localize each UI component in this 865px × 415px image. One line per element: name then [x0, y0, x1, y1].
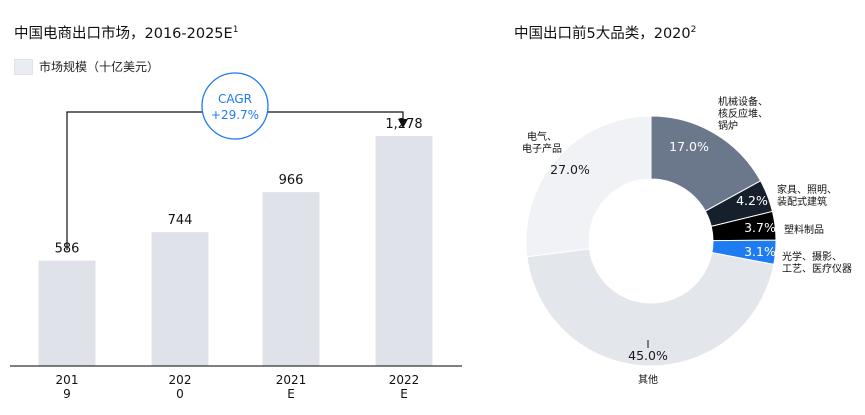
bar-value-label-1: 744 [168, 213, 193, 228]
donut-slice-other [526, 248, 775, 367]
slice-value-label-other: 45.0% [628, 348, 668, 363]
bar-chart: 586201974420209662021E1,2782022E [10, 117, 462, 401]
slice-value-label-furniture: 4.2% [736, 193, 768, 208]
x-tick-label-0-1: 9 [63, 387, 71, 401]
donut-slice-electronics [525, 115, 652, 258]
slice-category-label-machinery-1: 核反应堆、 [718, 107, 768, 120]
bar-chart-title: 中国电商出口市场，2016-2025E1 [14, 25, 239, 42]
x-tick-label-0-0: 201 [56, 373, 79, 387]
bar-value-label-2: 966 [279, 173, 304, 188]
donut-chart-title: 中国出口前5大品类，20202 [514, 25, 697, 42]
cagr-circle [201, 72, 269, 140]
slice-value-label-optical: 3.1% [744, 244, 776, 259]
x-tick-label-3-1: E [400, 387, 408, 401]
cagr-arrowhead [398, 119, 408, 128]
slice-value-label-machinery: 17.0% [669, 139, 709, 154]
legend-swatch [14, 58, 33, 75]
slice-category-label-plastics-0: 塑料制品 [784, 223, 824, 236]
slice-category-label-electronics-1: 电子产品 [522, 142, 562, 155]
bar-0 [38, 260, 96, 366]
slice-category-label-machinery-2: 锅炉 [718, 120, 738, 132]
slice-category-label-furniture-0: 家具、照明、 [777, 183, 837, 196]
slice-category-label-machinery-0: 机械设备、 [718, 95, 768, 108]
x-tick-label-2-0: 2021 [276, 373, 307, 387]
x-tick-label-2-1: E [287, 387, 295, 401]
slice-category-label-optical-0: 光学、摄影、 [782, 250, 842, 263]
x-tick-label-3-0: 2022 [389, 373, 420, 387]
legend-label: 市场规模（十亿美元） [39, 60, 160, 74]
slice-category-label-other-0: 其他 [638, 373, 658, 386]
slice-category-label-electronics-0: 电气、 [527, 130, 557, 143]
bar-1 [151, 232, 209, 366]
bar-3 [375, 135, 433, 366]
bar-2 [262, 192, 320, 366]
cagr-annotation: CAGR +29.7% [66, 72, 408, 250]
slice-value-label-electronics: 27.0% [550, 162, 590, 177]
bar-chart-legend: 市场规模（十亿美元） [14, 58, 159, 75]
donut-category-labels: 17.0% 4.2% 3.7% 3.1% 45.0% 27.0% 机械设备、核反应堆、锅炉家… [522, 95, 852, 386]
slice-value-label-plastics: 3.7% [744, 220, 776, 235]
cagr-label: CAGR [218, 92, 252, 106]
slice-category-label-optical-1: 工艺、医疗仪器 [782, 262, 852, 275]
donut-chart [525, 115, 777, 367]
cagr-value: +29.7% [211, 108, 259, 122]
x-tick-label-1-0: 202 [169, 373, 192, 387]
slice-category-label-furniture-1: 装配式建筑 [777, 195, 827, 208]
x-tick-label-1-1: 0 [176, 387, 184, 401]
